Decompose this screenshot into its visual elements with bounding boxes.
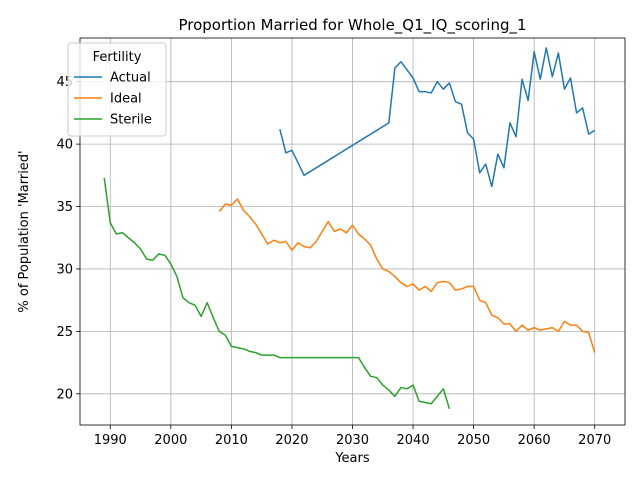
grid xyxy=(80,38,625,425)
y-tick-label: 35 xyxy=(56,200,73,215)
axis-ticks: 1990 2000 2010 2020 2030 2040 2050 2060 2070 20 25… xyxy=(56,75,611,448)
legend-items: Actual Ideal Sterile xyxy=(74,71,152,128)
x-tick-label: 2040 xyxy=(397,433,430,448)
legend: Fertility Actual Ideal Sterile xyxy=(67,42,167,137)
legend-label-ideal: Ideal xyxy=(110,92,142,107)
y-tick-label: 20 xyxy=(56,387,73,402)
x-tick-label: 2000 xyxy=(154,433,187,448)
series-line-actual xyxy=(279,47,596,188)
legend-label-actual: Actual xyxy=(110,71,151,86)
x-tick-label: 2050 xyxy=(457,433,490,448)
y-tick-label: 40 xyxy=(56,138,73,153)
chart-title: Proportion Married for Whole_Q1_IQ_scori… xyxy=(178,16,526,35)
series-line-sterile xyxy=(103,177,451,409)
legend-box xyxy=(67,42,167,137)
x-tick-label: 2070 xyxy=(578,433,611,448)
legend-label-sterile: Sterile xyxy=(110,113,152,128)
y-axis-title: % of Population 'Married' xyxy=(17,150,32,312)
series-line-ideal xyxy=(218,198,596,353)
legend-title: Fertility xyxy=(93,50,142,65)
x-tick-label: 2020 xyxy=(275,433,308,448)
y-tick-label: 25 xyxy=(56,325,73,340)
y-tick-label: 30 xyxy=(56,262,73,277)
x-tick-label: 2060 xyxy=(518,433,551,448)
x-tick-label: 2030 xyxy=(336,433,369,448)
x-tick-label: 1990 xyxy=(94,433,127,448)
x-axis-title: Years xyxy=(334,451,370,466)
x-tick-label: 2010 xyxy=(215,433,248,448)
series-lines xyxy=(103,47,596,409)
